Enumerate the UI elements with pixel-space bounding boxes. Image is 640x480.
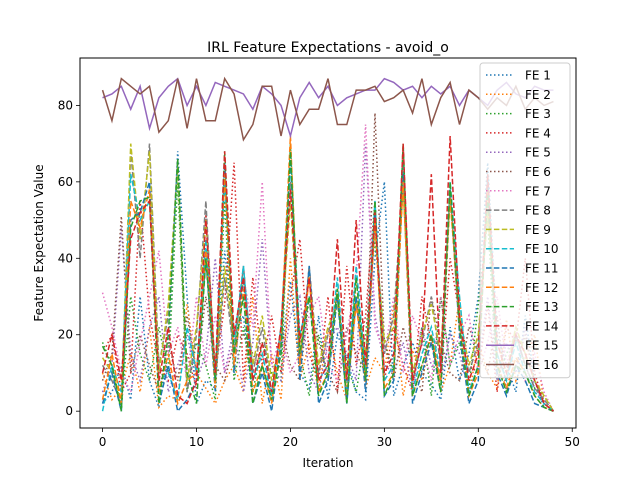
legend: FE 1 FE 2 FE 3 FE 4 FE 5 FE 6 FE 7 FE 8 FE 9 FE 1…: [479, 62, 571, 379]
legend-label: FE 14: [525, 319, 559, 333]
plot-lines: [101, 76, 555, 413]
legend-label: FE 11: [525, 262, 559, 276]
series-line-fe-16: [101, 76, 554, 142]
legend-label: FE 9: [525, 223, 551, 237]
x-tick-label: 0: [99, 435, 107, 449]
x-tick-label: 50: [565, 435, 580, 449]
series-line-fe-8: [101, 143, 555, 412]
y-tick-label: 40: [58, 251, 73, 265]
x-tick-label: 30: [377, 435, 392, 449]
y-axis: 0 20 40 60 80: [58, 98, 80, 418]
legend-label: FE 13: [525, 300, 559, 314]
x-axis-label: Iteration: [303, 456, 354, 470]
legend-label: FE 2: [525, 88, 551, 102]
legend-label: FE 8: [525, 204, 551, 218]
legend-label: FE 4: [525, 126, 551, 140]
legend-label: FE 6: [525, 165, 551, 179]
series-line-fe-1: [101, 151, 554, 412]
chart-title: IRL Feature Expectations - avoid_o: [207, 40, 449, 56]
y-tick-label: 20: [58, 328, 73, 342]
y-tick-label: 0: [65, 404, 73, 418]
y-tick-label: 60: [58, 175, 73, 189]
legend-label: FE 15: [525, 339, 559, 353]
y-tick-label: 80: [58, 98, 73, 112]
plot-frame: [79, 57, 577, 429]
legend-label: FE 7: [525, 184, 551, 198]
legend-label: FE 1: [525, 69, 551, 83]
legend-label: FE 10: [525, 242, 559, 256]
legend-label: FE 5: [525, 146, 551, 160]
series-line-fe-9: [101, 143, 555, 412]
x-tick-label: 10: [189, 435, 204, 449]
legend-box: [479, 62, 571, 379]
x-axis: 0 10 20 30 40 50: [99, 428, 580, 449]
y-axis-label: Feature Expectation Value: [32, 164, 46, 321]
legend-label: FE 3: [525, 107, 551, 121]
x-tick-label: 20: [283, 435, 298, 449]
series-line-fe-14: [101, 135, 554, 412]
legend-label: FE 12: [525, 281, 559, 295]
x-tick-label: 40: [471, 435, 486, 449]
series-line-fe-13: [101, 143, 554, 412]
legend-label: FE 16: [525, 358, 559, 372]
series-line-fe-11: [101, 151, 554, 413]
